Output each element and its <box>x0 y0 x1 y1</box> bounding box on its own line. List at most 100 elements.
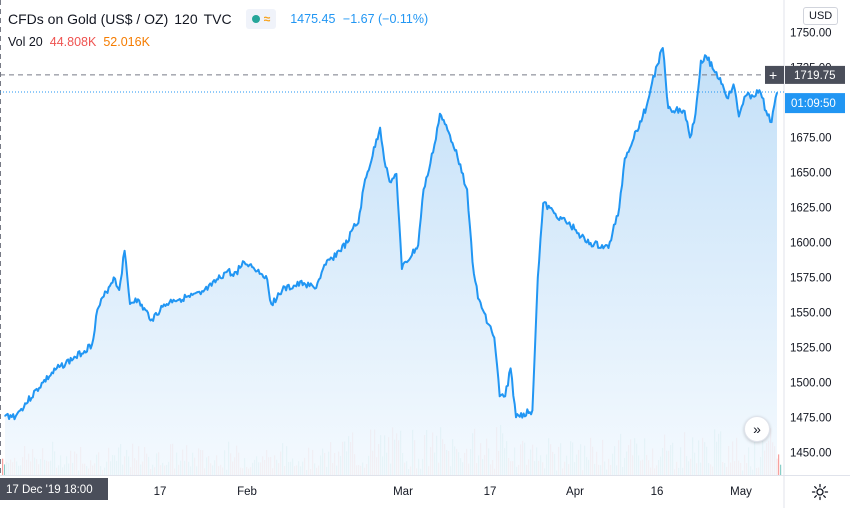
price-point <box>422 188 425 191</box>
settings-button[interactable] <box>810 482 830 502</box>
price-point <box>401 268 403 270</box>
currency-button[interactable]: USD <box>803 7 839 25</box>
price-points <box>4 47 778 419</box>
price-point <box>455 149 458 151</box>
price-point <box>346 241 349 244</box>
price-point <box>466 188 468 191</box>
price-point <box>732 83 735 86</box>
price-point <box>460 171 463 174</box>
price-point <box>129 303 131 305</box>
price-point <box>118 289 120 291</box>
price-point <box>384 166 387 168</box>
price-point <box>395 173 398 175</box>
price-point <box>765 110 767 112</box>
price-tick-label: 1575.00 <box>790 272 832 284</box>
time-tick-label: Mar <box>393 486 413 498</box>
volume-value-2: 52.016K <box>103 35 150 49</box>
price-point <box>91 343 93 346</box>
price-point <box>689 136 691 139</box>
volume-value-1: 44.808K <box>49 35 97 49</box>
symbol-title[interactable]: CFDs on Gold (US$ / OZ) <box>8 11 169 27</box>
price-point <box>151 318 153 321</box>
price-point <box>352 227 354 230</box>
price-tick-label: 1525.00 <box>790 342 832 354</box>
price-tick-label: 1475.00 <box>790 412 832 424</box>
price-tick-label: 1600.00 <box>790 238 832 250</box>
price-point <box>243 261 245 263</box>
price-point <box>553 212 555 214</box>
volume-bar <box>4 464 6 475</box>
market-open-dot-icon <box>251 15 260 23</box>
price-tick-label: 1550.00 <box>790 307 832 319</box>
price-point <box>161 306 164 308</box>
price-point <box>531 409 534 412</box>
price-point <box>515 416 517 419</box>
price-point <box>618 206 621 209</box>
wave-icon: ≈ <box>263 12 271 26</box>
price-point <box>694 112 697 115</box>
price-point <box>112 276 115 279</box>
price-point <box>705 55 708 58</box>
price-point <box>189 296 191 298</box>
price-tick-label: 1625.00 <box>790 203 832 215</box>
price-point <box>58 366 61 368</box>
price-point <box>439 112 441 115</box>
price-point <box>96 308 99 311</box>
price-axis-bg <box>784 0 850 508</box>
market-status-pill[interactable]: ≈ <box>245 9 277 29</box>
price-point <box>624 157 626 160</box>
volume-label[interactable]: Vol 20 <box>8 35 43 49</box>
price-change: −1.67 (−0.11%) <box>342 12 429 26</box>
price-area <box>5 48 777 475</box>
price-point <box>248 264 251 266</box>
last-price: 1475.45 <box>290 12 336 26</box>
price-point <box>651 82 653 84</box>
crosshair-price-text: 1719.75 <box>794 70 836 82</box>
price-point <box>210 285 213 287</box>
price-point <box>645 105 648 108</box>
price-point <box>683 110 686 112</box>
price-point <box>42 381 44 384</box>
time-tick-label: 17 <box>484 486 497 498</box>
price-point <box>585 241 588 244</box>
chevrons-right-icon: » <box>753 421 761 437</box>
price-point <box>232 275 235 277</box>
gear-icon <box>811 483 829 501</box>
interval-label[interactable]: 120 <box>174 11 198 27</box>
price-point <box>357 222 360 224</box>
price-point <box>727 97 729 100</box>
scroll-to-realtime-button[interactable]: » <box>744 416 770 442</box>
price-point <box>15 415 17 417</box>
symbol-legend: CFDs on Gold (US$ / OZ) 120 TVC ≈ 1475.4… <box>8 9 428 29</box>
volume-bar <box>2 458 4 475</box>
price-point <box>738 115 740 118</box>
price-point <box>504 395 507 398</box>
price-point <box>363 185 365 188</box>
price-tick-label: 1675.00 <box>790 133 832 145</box>
countdown-box <box>785 93 845 114</box>
price-point <box>537 276 539 279</box>
time-tick-label: Apr <box>566 486 584 498</box>
source-label: TVC <box>203 11 232 27</box>
price-point <box>281 289 284 291</box>
price-point <box>123 250 126 252</box>
price-tick-label: 1650.00 <box>790 168 832 180</box>
price-point <box>417 244 420 246</box>
price-point <box>172 299 175 301</box>
price-point <box>743 96 746 98</box>
time-tick-label: 16 <box>651 486 664 498</box>
price-point <box>270 303 273 305</box>
plus-icon-box <box>765 65 784 84</box>
price-readout: 1475.45 −1.67 (−0.11%) <box>290 12 428 26</box>
price-point <box>477 297 479 300</box>
price-point <box>227 269 229 272</box>
price-point <box>379 126 381 129</box>
price-point <box>20 408 23 410</box>
price-point <box>607 247 610 249</box>
price-line <box>4 47 778 421</box>
price-point <box>199 293 202 296</box>
price-point <box>471 261 474 263</box>
time-tick-label: May <box>730 486 752 498</box>
